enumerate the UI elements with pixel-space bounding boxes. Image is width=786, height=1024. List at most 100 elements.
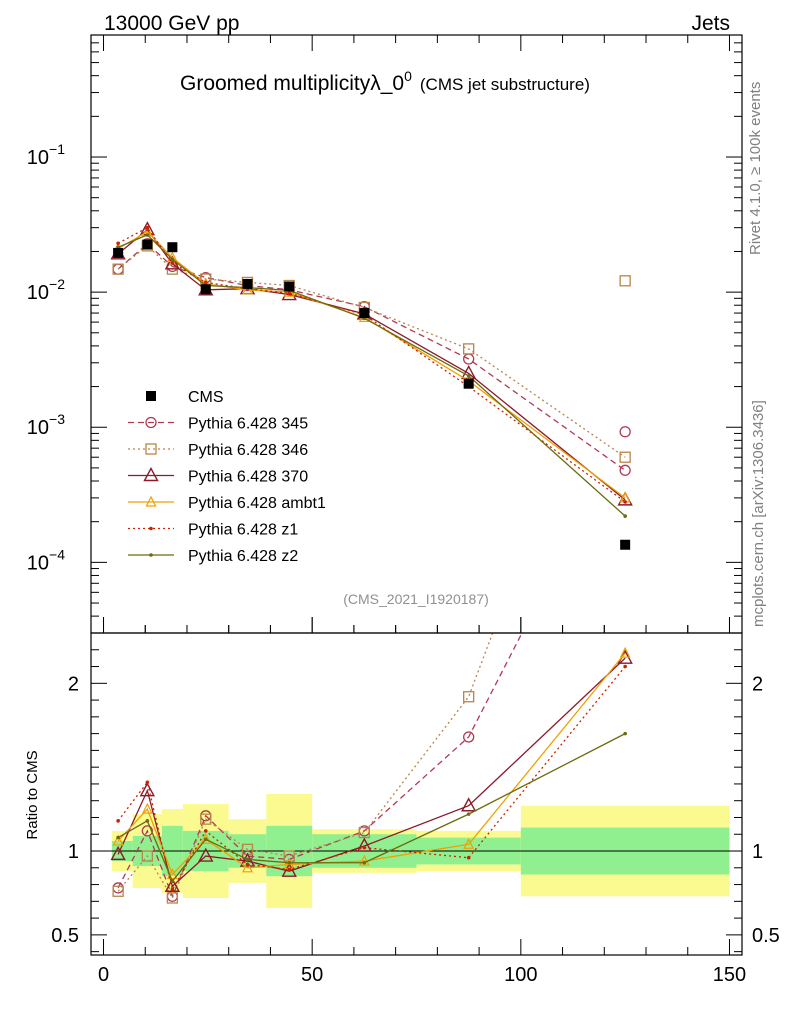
ratio-point-z1	[287, 867, 292, 872]
ratio-point-p345	[463, 731, 475, 743]
ratio-line-z1	[117, 666, 626, 892]
data-point-z2	[170, 257, 175, 262]
legend-marker-ambt1	[145, 495, 157, 507]
ratio-panel-frame	[90, 632, 743, 956]
ratio-point-ambt1	[166, 868, 178, 880]
data-point-z2	[623, 514, 627, 518]
ratio-point-ambt1	[141, 802, 153, 814]
plot-title-lambda: λ_0	[370, 72, 404, 95]
cms-data-point	[463, 378, 474, 389]
series-z1	[116, 225, 627, 504]
ratio-line-p346	[117, 633, 494, 900]
series-cms	[113, 239, 631, 550]
data-point-z1	[145, 225, 150, 230]
data-point-z1	[116, 241, 120, 246]
ratio-point-ambt1	[242, 861, 253, 873]
ratio-axis-ticks: 0.5 0.5 1 1 2 2	[51, 649, 780, 953]
data-point-z1	[287, 291, 292, 296]
main-panel: 10−410−310−210−1 Groomed multiplicityλ_0…	[27, 34, 743, 634]
ratio-series-layer	[110, 275, 633, 904]
ratio-point-z1	[362, 845, 367, 850]
y-tick-label-main: 10−4	[27, 546, 65, 574]
cms-data-point	[113, 247, 124, 258]
ratio-point-z2	[170, 879, 175, 884]
ratio-point-z2	[362, 860, 367, 865]
legend-marker-p346	[145, 443, 157, 455]
data-point-p370	[460, 365, 477, 380]
ratio-point-z1	[116, 819, 120, 823]
ratio-point-ambt1	[463, 837, 475, 849]
ratio-point-ambt1	[112, 834, 124, 846]
ratio-line-ambt1	[117, 652, 626, 876]
legend-marker-p370	[143, 467, 159, 482]
ratio-series-p346	[112, 275, 631, 904]
ratio-point-p345	[141, 825, 153, 837]
cms-data-point	[242, 278, 253, 289]
ratio-point-p370	[460, 797, 477, 812]
ratio-point-p346	[619, 275, 631, 287]
ratio-point-z2	[116, 835, 120, 840]
legend-marker-p345	[145, 416, 157, 429]
ratio-point-p346	[463, 691, 475, 703]
plot-title-main: Groomed multiplicity	[180, 72, 371, 95]
ratio-point-z1	[623, 664, 627, 669]
header-right: Jets	[691, 12, 730, 35]
series-line-z1	[117, 226, 626, 503]
ratio-point-z1	[245, 862, 250, 867]
series-p370	[110, 221, 633, 506]
ratio-point-z1	[466, 855, 471, 860]
y-tick-label-base: 10	[27, 147, 49, 169]
legend-label-p346: Pythia 6.428 346	[188, 442, 308, 459]
ratio-panel: 0.5 0.5 1 1 2 2 Ratio to CMS	[24, 275, 780, 956]
legend-label-CMS: CMS	[188, 389, 224, 406]
x-tick-label: 100	[504, 964, 537, 986]
y-tick-label-ratio-right: 1	[752, 841, 763, 863]
legend-label-z1: Pythia 6.428 z1	[188, 522, 298, 539]
ratio-point-z2	[245, 857, 250, 862]
y-tick-label-ratio: 2	[68, 673, 79, 695]
ratio-point-p346	[200, 813, 212, 825]
ratio-point-ambt1	[200, 832, 212, 844]
data-point-p345	[619, 464, 631, 476]
main-series-layer	[110, 221, 633, 550]
y-tick-label-exponent: −1	[49, 141, 65, 157]
x-tick-label: 50	[301, 964, 323, 986]
legend-marker-z2	[149, 553, 153, 557]
analysis-id: (CMS_2021_I1920187)	[343, 591, 489, 607]
ratio-point-z2	[203, 837, 208, 842]
legend-entry-CMS: CMS	[146, 389, 224, 406]
main-panel-frame	[90, 34, 743, 634]
ratio-point-p370	[281, 862, 297, 877]
y-tick-label-ratio-right: 2	[752, 673, 763, 695]
side-label-rivet: Rivet 4.1.0, ≥ 100k events	[747, 82, 764, 255]
cms-data-point	[620, 539, 631, 550]
plot-title-superscript: 0	[404, 68, 412, 84]
series-ambt1	[112, 225, 631, 503]
ratio-point-z1	[203, 829, 208, 833]
cms-data-point	[200, 284, 211, 295]
x-axis-ticks: 0 50 100 150	[98, 35, 746, 986]
ratio-point-p345	[619, 426, 631, 438]
ratio-line-p345	[117, 633, 523, 899]
data-point-z1	[170, 260, 175, 265]
ratio-series-z1	[116, 664, 627, 892]
legend-entry-p370: Pythia 6.428 370	[128, 467, 308, 486]
x-tick-label: 150	[713, 964, 746, 986]
ratio-point-z2	[287, 860, 292, 865]
data-point-p346	[619, 451, 631, 463]
data-point-ambt1	[242, 283, 253, 295]
y-tick-label-ratio: 0.5	[51, 925, 79, 947]
ratio-point-z2	[466, 812, 471, 816]
y-tick-label-exponent: −4	[49, 546, 65, 562]
ratio-point-z2	[145, 819, 150, 823]
cms-data-point	[142, 239, 153, 250]
legend-marker-CMS	[146, 391, 156, 401]
cms-data-point	[167, 242, 178, 253]
legend-entry-p346: Pythia 6.428 346	[128, 442, 308, 459]
legend-entry-ambt1: Pythia 6.428 ambt1	[128, 495, 326, 512]
ratio-point-ambt1	[619, 646, 631, 658]
y-tick-label-base: 10	[27, 552, 49, 574]
legend-entry-p345: Pythia 6.428 345	[128, 416, 308, 433]
cms-data-point	[284, 281, 295, 292]
